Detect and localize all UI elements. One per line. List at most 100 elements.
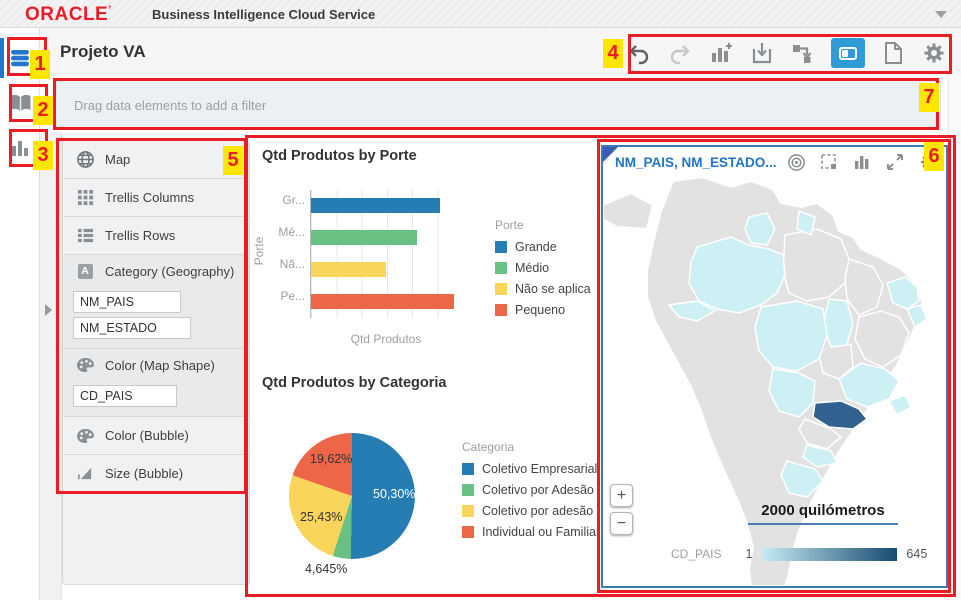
panel-row-trellis-rows[interactable]: Trellis Rows (63, 217, 249, 255)
legend-item-pequeno[interactable]: Pequeno (495, 303, 591, 317)
state-mato-grosso (754, 300, 828, 372)
size-icon (75, 466, 95, 481)
filter-drop-zone[interactable]: Drag data elements to add a filter (55, 80, 941, 130)
state-bahia (854, 310, 910, 368)
map-header: NM_PAIS, NM_ESTADO... (603, 147, 946, 177)
header-dropdown-caret-icon[interactable] (935, 11, 947, 18)
map-title[interactable]: NM_PAIS, NM_ESTADO... (615, 154, 777, 170)
panel-row-trellis-columns[interactable]: Trellis Columns (63, 179, 249, 217)
viz-type-label: Map (105, 152, 131, 167)
map-color-legend: CD_PAIS 1 645 (603, 547, 946, 561)
canvas-layout-button[interactable] (831, 38, 865, 68)
state-minas-gerais (838, 362, 900, 408)
legend-item-coletivo-por-adesao-2[interactable]: Coletivo por adesão (462, 504, 600, 518)
legend-item-grande[interactable]: Grande (495, 240, 591, 254)
map-zoom-in-button[interactable]: + (610, 484, 633, 507)
state-santa-catarina (802, 444, 839, 468)
pie-value-coletivo-empresarial: 50,30% (373, 487, 416, 501)
add-visualization-icon (712, 43, 732, 62)
legend-item-nao-se-aplica[interactable]: Não se aplica (495, 282, 591, 296)
panel-row-size-bubble[interactable]: Size (Bubble) (63, 455, 249, 493)
globe-icon (75, 150, 95, 169)
viz-type-selector[interactable]: Map (63, 141, 249, 179)
top-header: ORACLE’ Business Intelligence Cloud Serv… (0, 0, 961, 28)
state-rio-de-janeiro (887, 394, 912, 417)
palette-icon (75, 357, 95, 373)
bar-y-axis-label: Porte (252, 236, 266, 266)
panel-collapse-handle[interactable] (45, 304, 52, 316)
title-row: Projeto VA (40, 28, 961, 78)
field-nm-estado[interactable]: NM_ESTADO (73, 317, 191, 339)
brazil-choropleth-map[interactable] (603, 177, 946, 586)
redo-button[interactable] (667, 40, 693, 66)
bar-pequeno[interactable] (311, 294, 455, 309)
map-zoom-out-button[interactable]: − (610, 512, 633, 535)
swatch-individual-familiar (462, 526, 474, 538)
chart-type-icon[interactable] (852, 152, 872, 172)
legend-item-medio[interactable]: Médio (495, 261, 591, 275)
redo-icon (670, 45, 690, 65)
swatch-pequeno (495, 304, 507, 316)
legend-item-coletivo-por-adesao-1[interactable]: Coletivo por Adesão (462, 483, 600, 497)
add-visualization-button[interactable] (708, 40, 734, 66)
pie-value-coletivo-adesao-2: 25,43% (300, 510, 343, 524)
marquee-select-icon[interactable] (819, 152, 839, 172)
panel-section-category-geography: A Category (Geography) NM_PAIS NM_ESTADO (63, 255, 249, 349)
state-northeast-coast-2 (905, 304, 928, 329)
state-mato-grosso-do-sul (768, 368, 816, 418)
canvas-layout-icon (839, 46, 857, 60)
panel-gutter (40, 132, 62, 600)
filter-placeholder: Drag data elements to add a filter (74, 97, 267, 113)
state-acre (667, 300, 717, 322)
field-cd-pais[interactable]: CD_PAIS (73, 385, 177, 407)
sidebar-item-data-sources[interactable] (0, 84, 40, 124)
undo-button[interactable] (626, 40, 652, 66)
map-settings-gear-icon[interactable] (918, 152, 938, 172)
pie-value-individual-familiar: 19,62% (310, 452, 353, 466)
size-bubble-label: Size (Bubble) (105, 466, 184, 481)
pie-chart[interactable] (289, 433, 415, 559)
panel-section-color-map-shape: Color (Map Shape) CD_PAIS (63, 349, 249, 417)
bar-tick-medio: Mé... (278, 225, 305, 239)
legend-item-individual-ou-familiar[interactable]: Individual ou Familiar (462, 525, 600, 539)
bar-tick-grande: Gr... (282, 193, 305, 207)
filter-row: Drag data elements to add a filter (40, 78, 948, 132)
bar-medio[interactable] (311, 230, 418, 245)
bar-legend-title: Porte (495, 218, 524, 232)
data-elements-icon (11, 50, 29, 67)
settings-button[interactable] (921, 40, 947, 66)
map-visualization-panel[interactable]: NM_PAIS, NM_ESTADO... (601, 145, 948, 588)
swatch-medio (495, 262, 507, 274)
new-page-button[interactable] (880, 40, 906, 66)
map-legend-max: 645 (906, 547, 928, 561)
panel-row-color-bubble[interactable]: Color (Bubble) (63, 417, 249, 455)
toolbar (626, 36, 947, 70)
state-northeast-coast-1 (886, 276, 920, 310)
state-parana (798, 418, 843, 450)
bar-chart-icon (12, 141, 28, 156)
bar-grande[interactable] (311, 198, 441, 213)
trellis-rows-icon (75, 227, 95, 244)
undo-icon (629, 45, 649, 65)
target-icon[interactable] (786, 152, 806, 172)
bar-x-axis-label: Qtd Produtos (350, 332, 422, 346)
state-sao-paulo-selected[interactable] (812, 400, 869, 430)
field-nm-pais[interactable]: NM_PAIS (73, 291, 181, 313)
legend-item-coletivo-empresarial[interactable]: Coletivo Empresarial (462, 462, 600, 476)
data-flow-button[interactable] (790, 40, 816, 66)
trellis-rows-label: Trellis Rows (105, 228, 176, 243)
bar-chart-plot[interactable] (310, 190, 462, 318)
swatch-coletivo-adesao-2 (462, 505, 474, 517)
state-roraima (744, 212, 776, 246)
sidebar-item-visualizations[interactable] (0, 128, 40, 168)
category-geography-label: Category (Geography) (105, 263, 235, 279)
sidebar (0, 28, 40, 600)
swatch-coletivo-adesao-1 (462, 484, 474, 496)
maximize-icon[interactable] (885, 152, 905, 172)
save-button[interactable] (749, 40, 775, 66)
scrollbar-track[interactable] (948, 78, 961, 600)
sidebar-item-data-elements[interactable] (0, 38, 40, 78)
bar-nao-se-aplica[interactable] (311, 262, 386, 277)
pie-value-coletivo-adesao-1: 4,645% (305, 562, 348, 576)
map-scale-bar: 2000 quilómetros (748, 502, 898, 525)
